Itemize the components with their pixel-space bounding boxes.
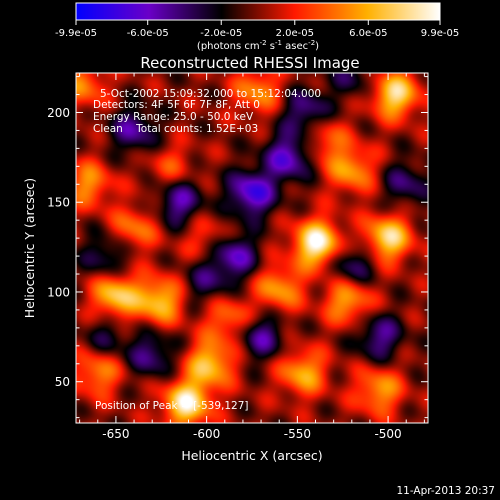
y-tick-label: 100 bbox=[47, 285, 70, 299]
x-tick-label: -500 bbox=[374, 427, 401, 441]
chart-title: Reconstructed RHESSI Image bbox=[140, 54, 359, 72]
x-tick-label: -550 bbox=[284, 427, 311, 441]
y-axis-label: Heliocentric Y (arcsec) bbox=[22, 178, 37, 318]
colorbar-tick-label: -2.0e-05 bbox=[200, 28, 242, 39]
y-axis: 50 100 150 200 bbox=[47, 76, 428, 419]
x-tick-label: -650 bbox=[102, 427, 129, 441]
colorbar-ticks bbox=[75, 20, 441, 25]
colorbar-tick-labels: -9.9e-05 -6.0e-05 -2.0e-05 2.0e-05 6.0e-05 9.… bbox=[55, 28, 459, 39]
annotation-energy: Energy Range: 25.0 - 50.0 keV bbox=[93, 111, 254, 123]
heatmap-image bbox=[76, 73, 428, 423]
colorbar-tick-label: -9.9e-05 bbox=[55, 28, 97, 39]
annotation-detectors: Detectors: 4F 5F 6F 7F 8F, Att 0 bbox=[93, 99, 260, 111]
x-tick-label: -600 bbox=[193, 427, 220, 441]
y-tick-label: 50 bbox=[55, 375, 70, 389]
colorbar bbox=[75, 2, 441, 21]
y-tick-label: 150 bbox=[47, 196, 70, 210]
colorbar-tick-label: 2.0e-05 bbox=[276, 28, 314, 39]
y-tick-label: 200 bbox=[47, 106, 70, 120]
plot-frame bbox=[75, 72, 429, 424]
footer-timestamp: 11-Apr-2013 20:37 bbox=[396, 485, 495, 497]
colorbar-tick-label: -6.0e-05 bbox=[127, 28, 169, 39]
annotation-time-range: 5-Oct-2002 15:09:32.000 to 15:12:04.000 bbox=[100, 88, 321, 100]
colorbar-tick-label: 9.9e-05 bbox=[421, 28, 459, 39]
x-axis: -650 -600 -550 -500 bbox=[79, 73, 425, 441]
x-axis-label: Heliocentric X (arcsec) bbox=[181, 448, 322, 463]
colorbar-units: (photons cm-2 s-1 asec-2) bbox=[197, 39, 319, 52]
colorbar-tick-label: 6.0e-05 bbox=[349, 28, 387, 39]
annotation-counts: Clean Total counts: 1.52E+03 bbox=[93, 123, 258, 135]
annotation-peak-position: Position of Peak = [-539,127] bbox=[95, 400, 249, 412]
